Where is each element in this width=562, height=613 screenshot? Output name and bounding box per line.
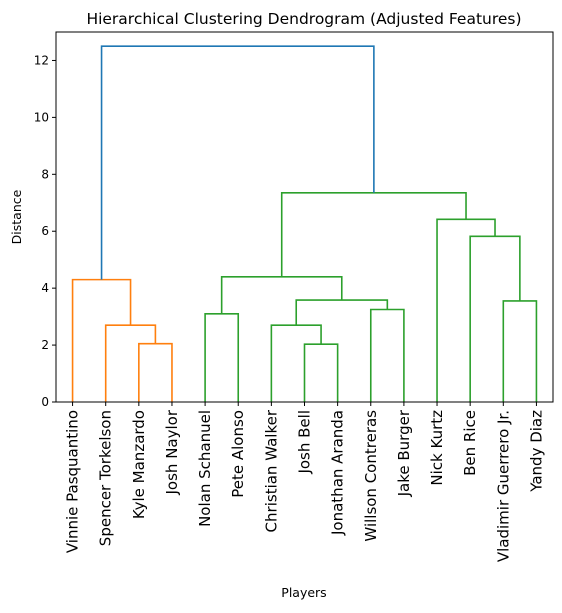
y-tick-label: 8 (41, 167, 49, 181)
dendrogram-link (138, 342, 173, 402)
leaf-label: Jonathan Aranda (329, 410, 347, 536)
y-tick-label: 4 (41, 281, 49, 295)
dendrogram-link (469, 235, 521, 402)
leaf-label: Josh Naylor (163, 409, 181, 495)
leaf-label: Spencer Torkelson (97, 410, 115, 546)
leaf-label: Jake Burger (395, 409, 413, 497)
dendrogram-link (270, 324, 322, 402)
leaf-labels: Vinnie Pasquantino Spencer Torkelson Kyle … (64, 402, 545, 562)
leaf-label: Willson Contreras (362, 410, 380, 542)
y-tick-label: 6 (41, 224, 49, 238)
dendrogram-link (71, 278, 132, 402)
y-tick-label: 12 (34, 53, 49, 67)
y-axis-ticks: 0 2 4 6 8 10 12 (34, 53, 56, 409)
leaf-label: Christian Walker (262, 409, 280, 532)
dendrogram-links (71, 45, 538, 402)
leaf-label: Nolan Schanuel (196, 410, 214, 527)
leaf-label: Yandy Diaz (527, 410, 545, 493)
dendrogram-link (295, 299, 389, 326)
leaf-label: Josh Bell (296, 410, 314, 475)
dendrogram-link (280, 192, 467, 277)
leaf-label: Ben Rice (461, 410, 479, 476)
chart-title: Hierarchical Clustering Dendrogram (Adju… (86, 10, 521, 28)
dendrogram-link (303, 343, 339, 402)
dendrogram-link (502, 300, 538, 402)
leaf-label: Vinnie Pasquantino (64, 410, 82, 553)
y-tick-label: 2 (41, 338, 49, 352)
dendrogram-link (436, 218, 496, 402)
y-axis-label: Distance (9, 189, 24, 244)
dendrogram-link (220, 275, 343, 314)
leaf-label: Vladimir Guerrero Jr. (494, 410, 512, 562)
y-tick-label: 10 (34, 110, 49, 124)
dendrogram-link (369, 308, 405, 402)
plot-frame (55, 31, 554, 403)
leaf-label: Kyle Manzardo (130, 410, 148, 519)
x-axis-label: Players (281, 585, 326, 600)
leaf-label: Nick Kurtz (428, 410, 446, 486)
leaf-label: Pete Alonso (229, 410, 247, 498)
dendrogram-link (100, 45, 375, 280)
dendrogram-link (104, 324, 157, 402)
y-tick-label: 0 (41, 395, 49, 409)
dendrogram-link (204, 312, 240, 402)
